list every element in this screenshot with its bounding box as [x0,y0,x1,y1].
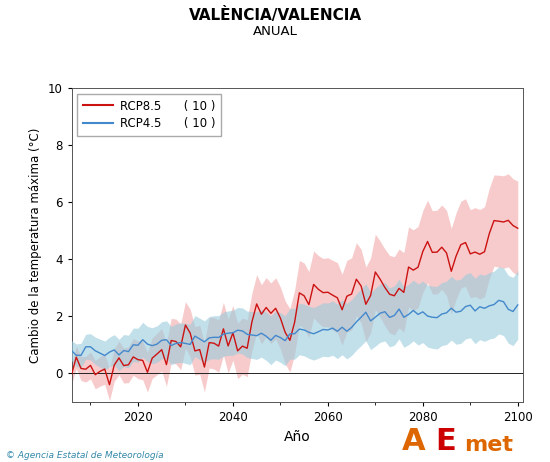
Text: met: met [464,435,514,455]
Text: A: A [402,427,425,456]
Text: © Agencia Estatal de Meteorología: © Agencia Estatal de Meteorología [6,451,163,460]
Legend: RCP8.5      ( 10 ), RCP4.5      ( 10 ): RCP8.5 ( 10 ), RCP4.5 ( 10 ) [78,94,221,136]
Text: VALÈNCIA/VALENCIA: VALÈNCIA/VALENCIA [189,7,361,23]
X-axis label: Año: Año [284,430,310,444]
Text: ANUAL: ANUAL [252,25,298,38]
Text: E: E [436,427,456,456]
Y-axis label: Cambio de la temperatura máxima (°C): Cambio de la temperatura máxima (°C) [29,127,42,363]
